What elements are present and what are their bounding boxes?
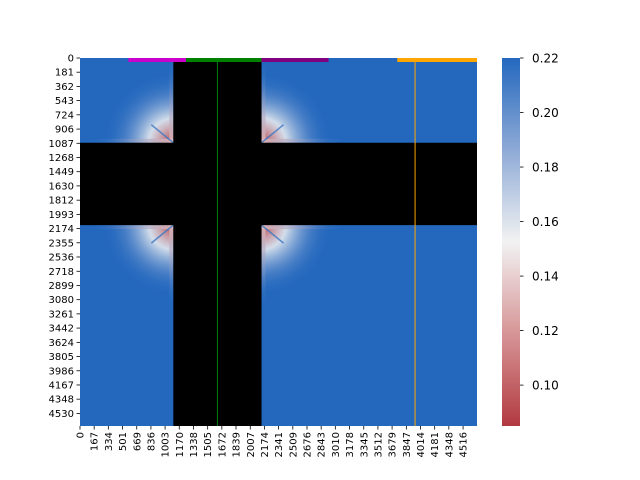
y-tick-label: 3261 — [49, 309, 74, 320]
y-tick-label: 2355 — [49, 238, 74, 249]
y-axis: 0 181 362 543 724 906 1087 1268 1449 1630 1812 1993… — [49, 54, 80, 420]
y-tick-label: 4530 — [49, 409, 74, 420]
corner-edge-streak — [261, 225, 342, 230]
y-tick-label: 1268 — [49, 153, 74, 164]
x-tick-label: 0 — [76, 432, 87, 438]
x-tick-label: 3345 — [359, 432, 370, 457]
x-tick-label: 501 — [118, 432, 129, 451]
x-tick-label: 4348 — [444, 432, 455, 457]
y-tick-label: 2536 — [49, 252, 74, 263]
corner-diagonal-streak — [261, 124, 285, 144]
y-tick-label: 2718 — [49, 267, 74, 278]
colorbar-gradient — [502, 58, 520, 426]
y-tick-label: 543 — [55, 96, 74, 107]
heatmap-plot — [78, 52, 477, 426]
y-tick-label: 2899 — [49, 281, 74, 292]
x-tick-label: 669 — [132, 432, 143, 451]
colorbar-tick-label: 0.18 — [532, 161, 559, 175]
x-tick-label: 2843 — [317, 432, 328, 457]
colorbar-tick-label: 0.10 — [532, 379, 559, 393]
x-axis: 0 167 334 501 669 836 1003 1170 1338 1505 1672 1839… — [76, 426, 470, 457]
x-tick-label: 836 — [146, 432, 157, 451]
top-segment-bar — [128, 58, 187, 62]
x-tick-label: 2676 — [303, 432, 314, 457]
y-tick-label: 362 — [55, 82, 74, 93]
corner-diagonal-streak — [150, 124, 174, 144]
colorbar-tick-label: 0.12 — [532, 324, 559, 338]
colorbar-tick-label: 0.20 — [532, 106, 559, 120]
y-tick-label: 3080 — [49, 295, 74, 306]
x-tick-label: 4181 — [430, 432, 441, 457]
x-tick-label: 3847 — [402, 432, 413, 457]
x-tick-label: 1505 — [203, 432, 214, 457]
x-tick-label: 1170 — [175, 432, 186, 457]
corner-gradient — [261, 225, 357, 316]
x-tick-label: 3512 — [373, 432, 384, 457]
x-tick-label: 3679 — [388, 432, 399, 457]
corner-edge-streak — [169, 62, 174, 143]
y-tick-label: 1449 — [49, 167, 74, 178]
y-tick-label: 3986 — [49, 366, 74, 377]
y-tick-label: 4167 — [49, 380, 74, 391]
corner-edge-streak — [93, 138, 174, 143]
corner-gradient — [78, 52, 174, 143]
corner-gradient — [78, 225, 174, 316]
x-tick-label: 4014 — [416, 432, 427, 457]
y-tick-label: 0 — [68, 54, 74, 65]
y-tick-label: 906 — [55, 125, 74, 136]
y-tick-label: 2174 — [49, 224, 74, 235]
x-tick-label: 1003 — [161, 432, 172, 457]
colorbar: 0.10 0.12 0.14 0.16 0.18 0.20 0.22 — [502, 52, 559, 426]
top-segment-bar — [397, 58, 477, 62]
x-tick-label: 3010 — [331, 432, 342, 457]
top-segment-bar — [261, 58, 329, 62]
corner-diagonal-streak — [150, 224, 174, 244]
x-tick-label: 1672 — [217, 432, 228, 457]
corner-edge-streak — [93, 225, 174, 230]
x-tick-label: 2007 — [246, 432, 257, 457]
colorbar-tick-label: 0.22 — [532, 52, 559, 66]
y-tick-label: 724 — [55, 110, 74, 121]
y-tick-label: 1630 — [49, 181, 74, 192]
x-tick-label: 1338 — [189, 432, 200, 457]
colorbar-tick-label: 0.16 — [532, 215, 559, 229]
y-tick-label: 1993 — [49, 210, 74, 221]
top-segment-bar — [186, 58, 262, 62]
x-tick-label: 167 — [90, 432, 101, 451]
corner-diagonal-streak — [261, 224, 285, 244]
x-tick-label: 4516 — [459, 432, 470, 457]
corner-edge-streak — [261, 62, 266, 143]
y-tick-label: 4348 — [49, 395, 74, 406]
x-tick-label: 2174 — [260, 432, 271, 457]
x-tick-label: 3178 — [345, 432, 356, 457]
masked-region-horizontal — [80, 142, 477, 226]
colorbar-tick-label: 0.14 — [532, 270, 559, 284]
y-tick-label: 3624 — [49, 338, 74, 349]
y-tick-label: 3442 — [49, 324, 74, 335]
corner-edge-streak — [261, 138, 342, 143]
x-tick-label: 2509 — [288, 432, 299, 457]
x-tick-label: 1839 — [232, 432, 243, 457]
x-tick-label: 2341 — [274, 432, 285, 457]
corner-edge-streak — [261, 225, 266, 306]
y-tick-label: 181 — [55, 68, 74, 79]
y-tick-label: 1812 — [49, 196, 74, 207]
x-tick-label: 334 — [104, 432, 115, 451]
y-tick-label: 1087 — [49, 139, 74, 150]
y-tick-label: 3805 — [49, 352, 74, 363]
corner-edge-streak — [169, 225, 174, 306]
corner-gradient — [261, 52, 357, 143]
